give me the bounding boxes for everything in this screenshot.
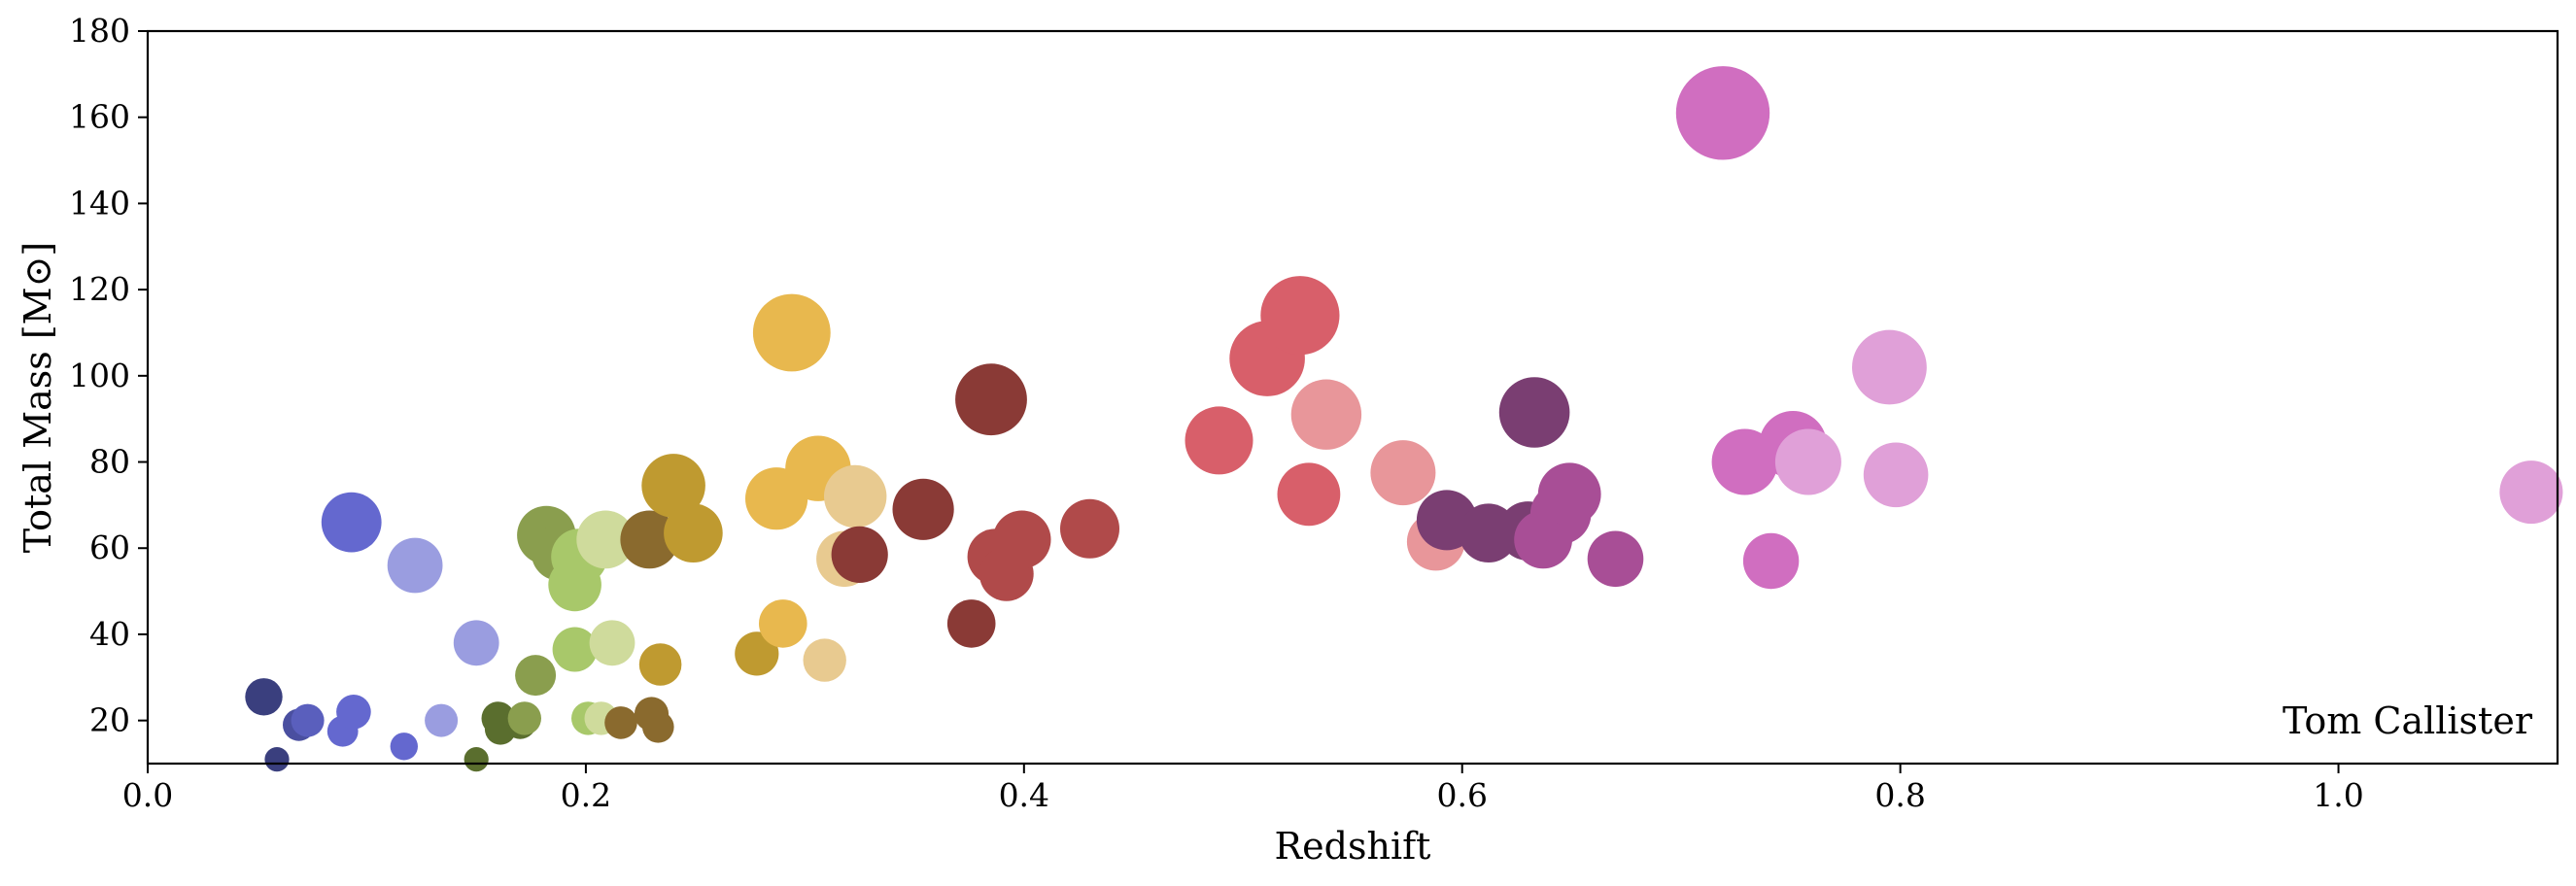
data-point-38 [803, 638, 846, 682]
data-point-40 [824, 464, 887, 528]
data-point-53 [1290, 379, 1362, 450]
data-point-8 [387, 537, 443, 594]
y-tick-label: 100 [69, 357, 130, 394]
y-tick-label: 180 [69, 12, 130, 50]
x-tick-label: 0.4 [999, 776, 1049, 814]
data-point-35 [759, 599, 807, 648]
data-point-27 [620, 510, 679, 569]
data-point-1 [264, 747, 290, 772]
data-point-11 [464, 747, 489, 772]
data-point-68 [1774, 428, 1841, 495]
data-point-44 [955, 363, 1027, 436]
x-tick-label: 0.8 [1874, 776, 1925, 814]
data-point-66 [1742, 532, 1800, 590]
data-point-20 [552, 627, 598, 672]
data-point-48 [1060, 498, 1119, 559]
data-point-26 [604, 706, 637, 739]
plot-frame [146, 29, 2559, 766]
data-point-16 [515, 655, 557, 697]
data-point-0 [245, 678, 283, 716]
data-point-6 [336, 695, 371, 730]
data-point-29 [642, 711, 674, 743]
data-point-24 [576, 510, 635, 569]
x-axis: 0.0 0.2 0.4 0.6 0.8 1.0 [122, 764, 2364, 814]
y-axis-title: Total Mass [M⊙] [17, 242, 59, 553]
y-tick-label: 20 [89, 701, 130, 739]
data-point-69 [1852, 329, 1927, 405]
x-tick-label: 0.0 [122, 776, 173, 814]
points-layer [245, 66, 2563, 772]
data-point-7 [390, 733, 418, 761]
data-point-64 [1675, 66, 1770, 160]
data-point-25 [589, 620, 635, 666]
x-tick-label: 0.2 [561, 776, 611, 814]
y-tick-label: 140 [69, 184, 130, 222]
y-tick-label: 80 [89, 443, 130, 481]
credit-annotation: Tom Callister [2283, 699, 2533, 742]
x-axis-title: Redshift [1275, 825, 1431, 868]
data-point-32 [664, 503, 723, 562]
data-point-10 [453, 620, 499, 666]
y-tick-label: 120 [69, 270, 130, 308]
x-tick-label: 1.0 [2313, 776, 2363, 814]
data-point-5 [321, 492, 382, 553]
data-point-3 [291, 703, 325, 737]
data-point-41 [831, 526, 888, 584]
data-point-33 [735, 631, 779, 676]
y-tick-label: 40 [89, 615, 130, 653]
data-point-59 [1498, 377, 1570, 448]
y-tick-label: 60 [89, 528, 130, 566]
data-point-54 [1370, 440, 1436, 506]
data-point-36 [752, 293, 831, 372]
data-point-70 [1863, 442, 1929, 508]
data-point-47 [992, 510, 1051, 569]
data-point-52 [1277, 462, 1341, 527]
data-point-62 [1537, 462, 1601, 527]
data-point-51 [1260, 276, 1340, 356]
data-point-63 [1587, 530, 1644, 588]
data-point-15 [507, 701, 541, 735]
data-point-49 [1185, 406, 1254, 475]
x-tick-label: 0.6 [1436, 776, 1487, 814]
data-point-43 [946, 599, 996, 648]
data-point-31 [641, 454, 705, 518]
data-point-42 [892, 478, 954, 540]
data-point-71 [2499, 460, 2563, 525]
y-axis: 20 40 60 80 100 120 140 160 180 [69, 12, 148, 739]
data-point-30 [638, 643, 682, 686]
y-tick-label: 160 [69, 98, 130, 136]
data-point-9 [425, 703, 459, 737]
